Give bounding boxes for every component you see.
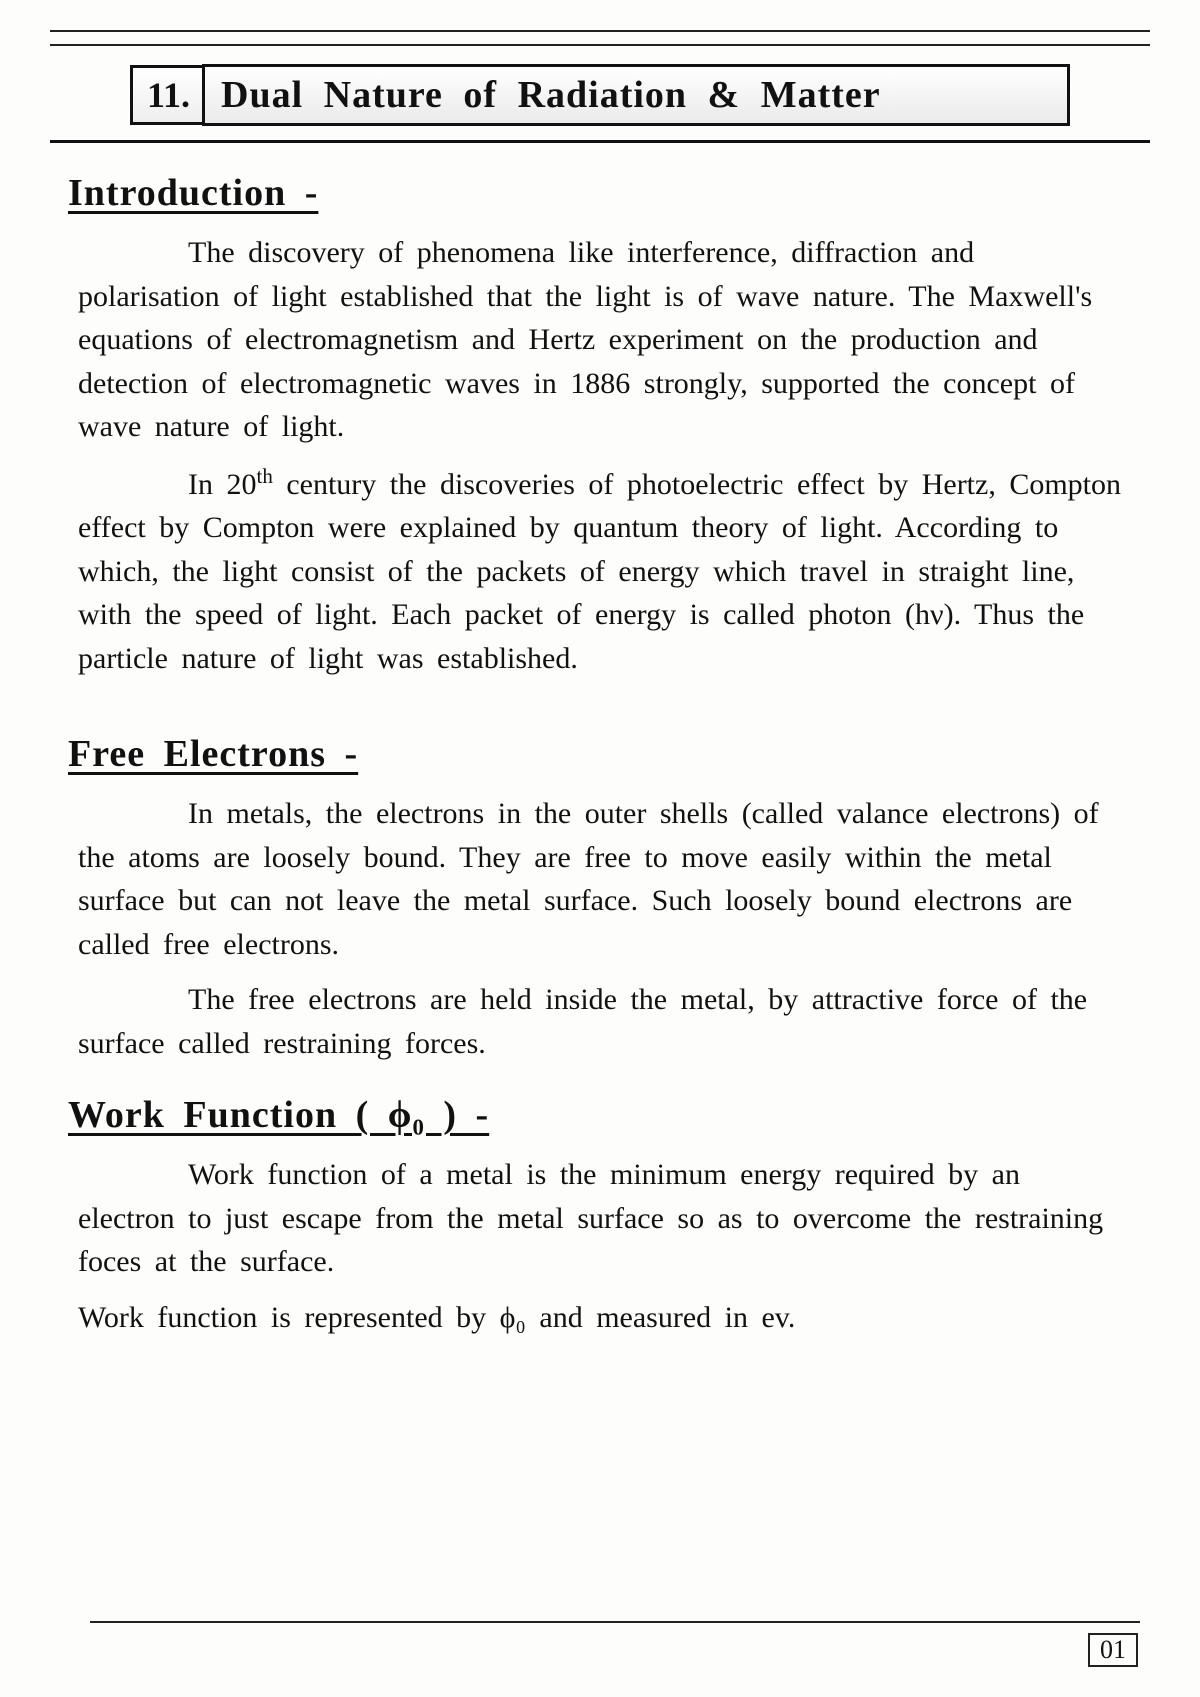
intro-p2-pre: In 20 [188, 468, 257, 501]
page-number: 01 [1088, 1633, 1138, 1667]
intro-paragraph-1: The discovery of phenomena like interfer… [78, 231, 1122, 449]
title-underline-rule [50, 140, 1150, 143]
chapter-title-box: 11. Dual Nature of Radiation & Matter [130, 64, 1070, 126]
chapter-title: Dual Nature of Radiation & Matter [202, 64, 1070, 126]
work-function-paragraph-2: Work function is represented by ϕ₀ and m… [78, 1296, 1122, 1340]
chapter-number: 11. [130, 65, 202, 125]
footer-rule [90, 1621, 1140, 1623]
free-electrons-paragraph-1: In metals, the electrons in the outer sh… [78, 792, 1122, 966]
heading-introduction: Introduction - [68, 171, 1150, 215]
top-margin-rule-1 [50, 30, 1150, 38]
heading-work-function: Work Function ( ϕ₀ ) - [68, 1093, 1150, 1137]
free-electrons-paragraph-2: The free electrons are held inside the m… [78, 978, 1122, 1065]
top-margin-rule-2 [50, 44, 1150, 46]
work-function-paragraph-1: Work function of a metal is the minimum … [78, 1153, 1122, 1284]
intro-paragraph-2: In 20th century the discoveries of photo… [78, 461, 1122, 681]
intro-p2-sup: th [257, 464, 273, 488]
heading-free-electrons: Free Electrons - [68, 732, 1150, 776]
